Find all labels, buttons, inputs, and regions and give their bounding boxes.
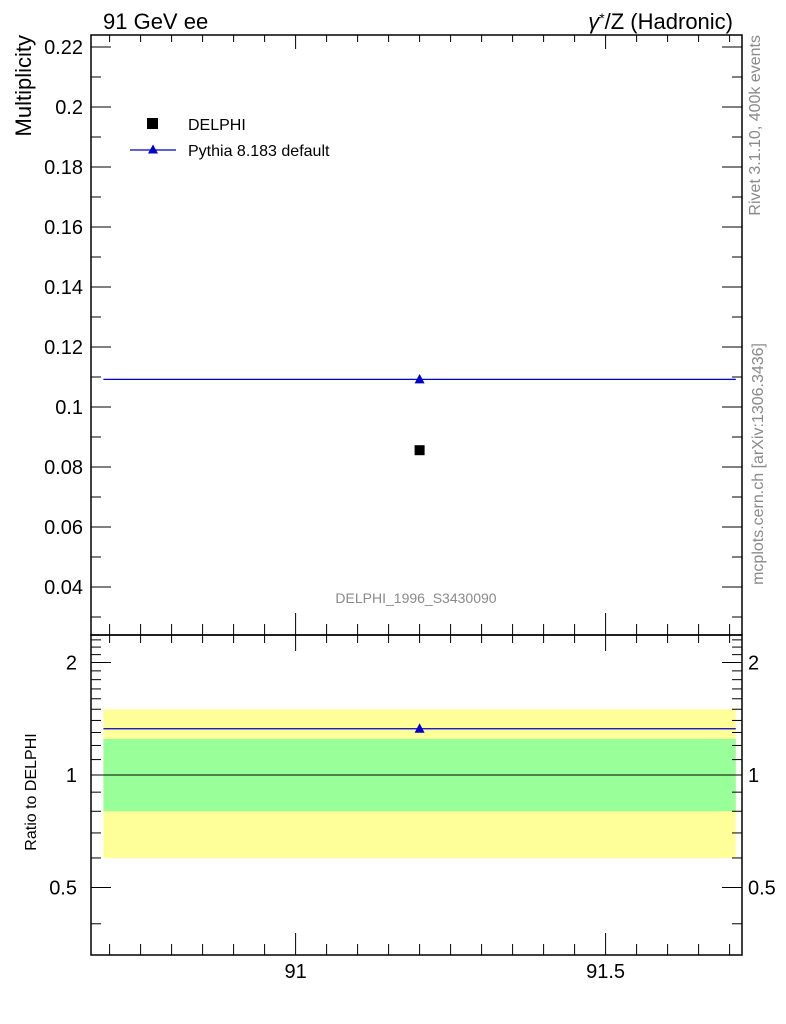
main-y-tick-label: 0.18 <box>44 157 83 179</box>
main-y-ticks: 0.04 0.06 0.08 0.1 0.12 0.14 0.16 0.18 0.2 0.22 <box>44 35 742 635</box>
main-y-tick-label: 0.2 <box>55 97 83 119</box>
header-right-label: γ*/Z (Hadronic) <box>588 9 733 34</box>
ratio-y-tick-label-left: 0.5 <box>49 878 77 900</box>
main-y-tick-label: 0.16 <box>44 217 83 239</box>
main-y-tick-label: 0.04 <box>44 577 83 599</box>
star-superscript: * <box>599 10 605 26</box>
ratio-frame <box>90 634 743 956</box>
ratio-y-tick-label-right: 2 <box>748 653 759 675</box>
main-plot: Multiplicity 0.04 0.06 0.08 0.1 0.12 0.14 0.16… <box>11 34 743 636</box>
main-y-tick-label: 0.1 <box>55 397 83 419</box>
legend: DELPHI Pythia 8.183 default <box>130 117 330 160</box>
x-tick-label: 91.5 <box>586 961 625 983</box>
header-right-rest: /Z (Hadronic) <box>605 9 733 34</box>
data-point <box>414 445 425 456</box>
main-y-tick-label: 0.22 <box>44 37 83 59</box>
ratio-ticks: 0.5 0.5 1 1 2 2 91 91.5 <box>49 635 776 983</box>
main-marks <box>103 373 736 456</box>
main-y-tick-label: 0.14 <box>44 277 83 299</box>
legend-mc-marker <box>148 144 158 154</box>
legend-mc-label: Pythia 8.183 default <box>188 143 330 160</box>
ratio-marks <box>91 723 742 776</box>
ratio-plot: 0.5 0.5 1 1 2 2 91 91.5 Ratio to DELPHI <box>23 634 776 983</box>
ratio-mc-point <box>414 723 425 733</box>
rivet-version-label: Rivet 3.1.10, 400k events <box>747 35 764 216</box>
main-y-axis-label: Multiplicity <box>11 35 36 136</box>
analysis-watermark: DELPHI_1996_S3430090 <box>335 590 496 606</box>
x-tick-label: 91 <box>284 961 306 983</box>
gamma-symbol: γ <box>588 9 601 34</box>
main-y-tick-label: 0.08 <box>44 457 83 479</box>
source-label: mcplots.cern.ch [arXiv:1306.3436] <box>750 343 767 585</box>
main-y-tick-label: 0.06 <box>44 517 83 539</box>
main-y-tick-label: 0.12 <box>44 337 83 359</box>
mc-point <box>414 373 425 384</box>
header-left-label: 91 GeV ee <box>103 9 208 34</box>
ratio-y-tick-label-right: 0.5 <box>748 878 776 900</box>
legend-data-label: DELPHI <box>188 117 246 134</box>
ratio-y-tick-label-left: 1 <box>66 765 77 787</box>
ratio-y-tick-label-left: 2 <box>66 653 77 675</box>
legend-data-marker <box>147 118 158 129</box>
ratio-y-axis-label: Ratio to DELPHI <box>23 733 40 850</box>
ratio-y-tick-label-right: 1 <box>748 765 759 787</box>
